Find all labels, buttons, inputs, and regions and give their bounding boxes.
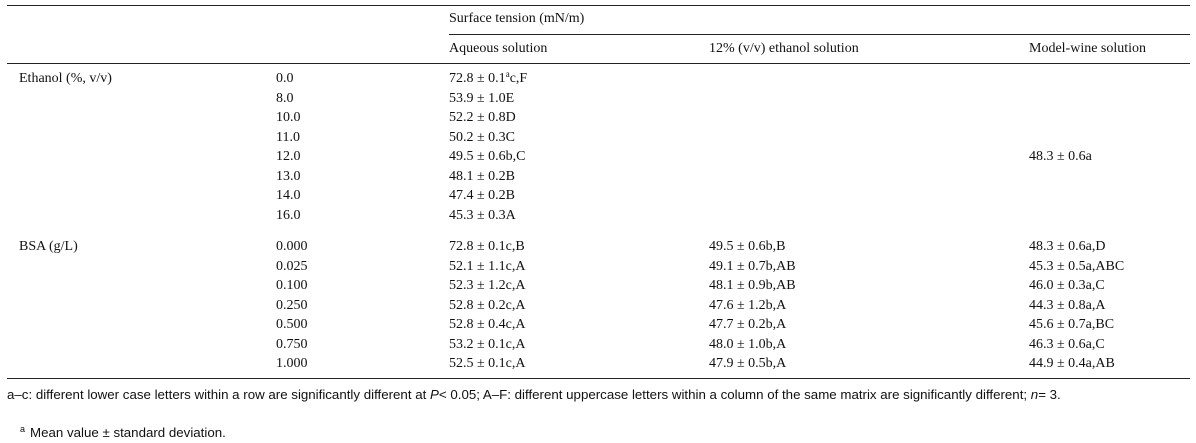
concentration: 0.025 [276, 258, 308, 274]
footnote-text: Mean value ± standard deviation. [30, 425, 226, 440]
concentration: 0.100 [276, 278, 308, 294]
concentration: 11.0 [276, 129, 300, 145]
concentration: 0.250 [276, 297, 308, 313]
footnote-text: = 3. [1038, 387, 1061, 402]
footnote: a–c: different lower case letters within… [7, 386, 1193, 404]
value-cell: 48.1 ± 0.2B [449, 168, 516, 184]
footnote-text: a–c: different lower case letters within… [7, 387, 431, 402]
value-cell: 52.3 ± 1.2c,A [449, 278, 526, 294]
footnote-text: < 0.05; A–F: different uppercase letters… [438, 387, 1031, 402]
value: 72.8 ± 0.1 [449, 71, 506, 86]
value-cell: 49.5 ± 0.6b,C [449, 149, 526, 165]
group-rule [449, 34, 1190, 35]
concentration: 0.000 [276, 239, 308, 254]
value-cell: 48.3 ± 0.6a [1029, 149, 1092, 165]
column-header: Aqueous solution [449, 41, 548, 56]
value-cell: 72.8 ± 0.1ac,F [449, 70, 527, 88]
value-cell: 45.3 ± 0.3A [449, 207, 516, 223]
concentration: 10.0 [276, 110, 301, 126]
value-cell: 48.1 ± 0.9b,AB [709, 278, 796, 294]
value-cell: 49.1 ± 0.7b,AB [709, 258, 796, 274]
concentration: 8.0 [276, 90, 294, 106]
value-cell: 45.3 ± 0.5a,ABC [1029, 258, 1125, 274]
letters: c,F [509, 71, 528, 86]
value-cell: 53.2 ± 0.1c,A [449, 336, 526, 352]
value-cell: 45.6 ± 0.7a,BC [1029, 317, 1115, 333]
concentration: 0.500 [276, 317, 308, 333]
value-cell: 50.2 ± 0.3C [449, 129, 516, 145]
value-cell: 53.9 ± 1.0E [449, 90, 515, 106]
value-cell: 44.9 ± 0.4a,AB [1029, 356, 1115, 372]
concentration: 14.0 [276, 188, 301, 204]
footnote-text: P [430, 387, 439, 402]
value-cell: 47.9 ± 0.5b,A [709, 356, 787, 372]
value-cell: 48.3 ± 0.6a,D [1029, 239, 1106, 254]
section-label: Ethanol (%, v/v) [19, 71, 112, 86]
value-cell: 52.5 ± 0.1c,A [449, 356, 526, 372]
group-header: Surface tension (mN/m) [449, 11, 585, 26]
value-cell: 48.0 ± 1.0b,A [709, 336, 787, 352]
value-cell: 52.8 ± 0.2c,A [449, 297, 526, 313]
header-rule [7, 63, 1190, 64]
value-cell: 72.8 ± 0.1c,B [449, 239, 525, 254]
value-cell: 47.6 ± 1.2b,A [709, 297, 787, 313]
value-cell: 52.2 ± 0.8D [449, 110, 516, 126]
bottom-rule [7, 378, 1190, 379]
column-header: Model-wine solution [1029, 41, 1147, 56]
footnote-mark: a [20, 424, 26, 434]
value-cell: 46.3 ± 0.6a,C [1029, 336, 1105, 352]
value-cell: 52.8 ± 0.4c,A [449, 317, 526, 333]
value-cell: 49.5 ± 0.6b,B [709, 239, 786, 254]
concentration: 1.000 [276, 356, 308, 372]
concentration: 13.0 [276, 168, 301, 184]
column-header: 12% (v/v) ethanol solution [709, 41, 859, 56]
footnote-text: n [1030, 387, 1039, 402]
value-cell: 47.7 ± 0.2b,A [709, 317, 787, 333]
footnote-mark: a [505, 69, 510, 79]
value-cell: 47.4 ± 0.2B [449, 188, 516, 204]
top-rule [7, 5, 1190, 6]
concentration: 0.750 [276, 336, 308, 352]
value-cell: 46.0 ± 0.3a,C [1029, 278, 1105, 294]
value-cell: 44.3 ± 0.8a,A [1029, 297, 1106, 313]
footnote: a Mean value ± standard deviation. [20, 424, 226, 442]
section-label: BSA (g/L) [19, 239, 78, 254]
concentration: 16.0 [276, 207, 301, 223]
concentration: 0.0 [276, 71, 294, 86]
value-cell: 52.1 ± 1.1c,A [449, 258, 526, 274]
concentration: 12.0 [276, 149, 301, 165]
